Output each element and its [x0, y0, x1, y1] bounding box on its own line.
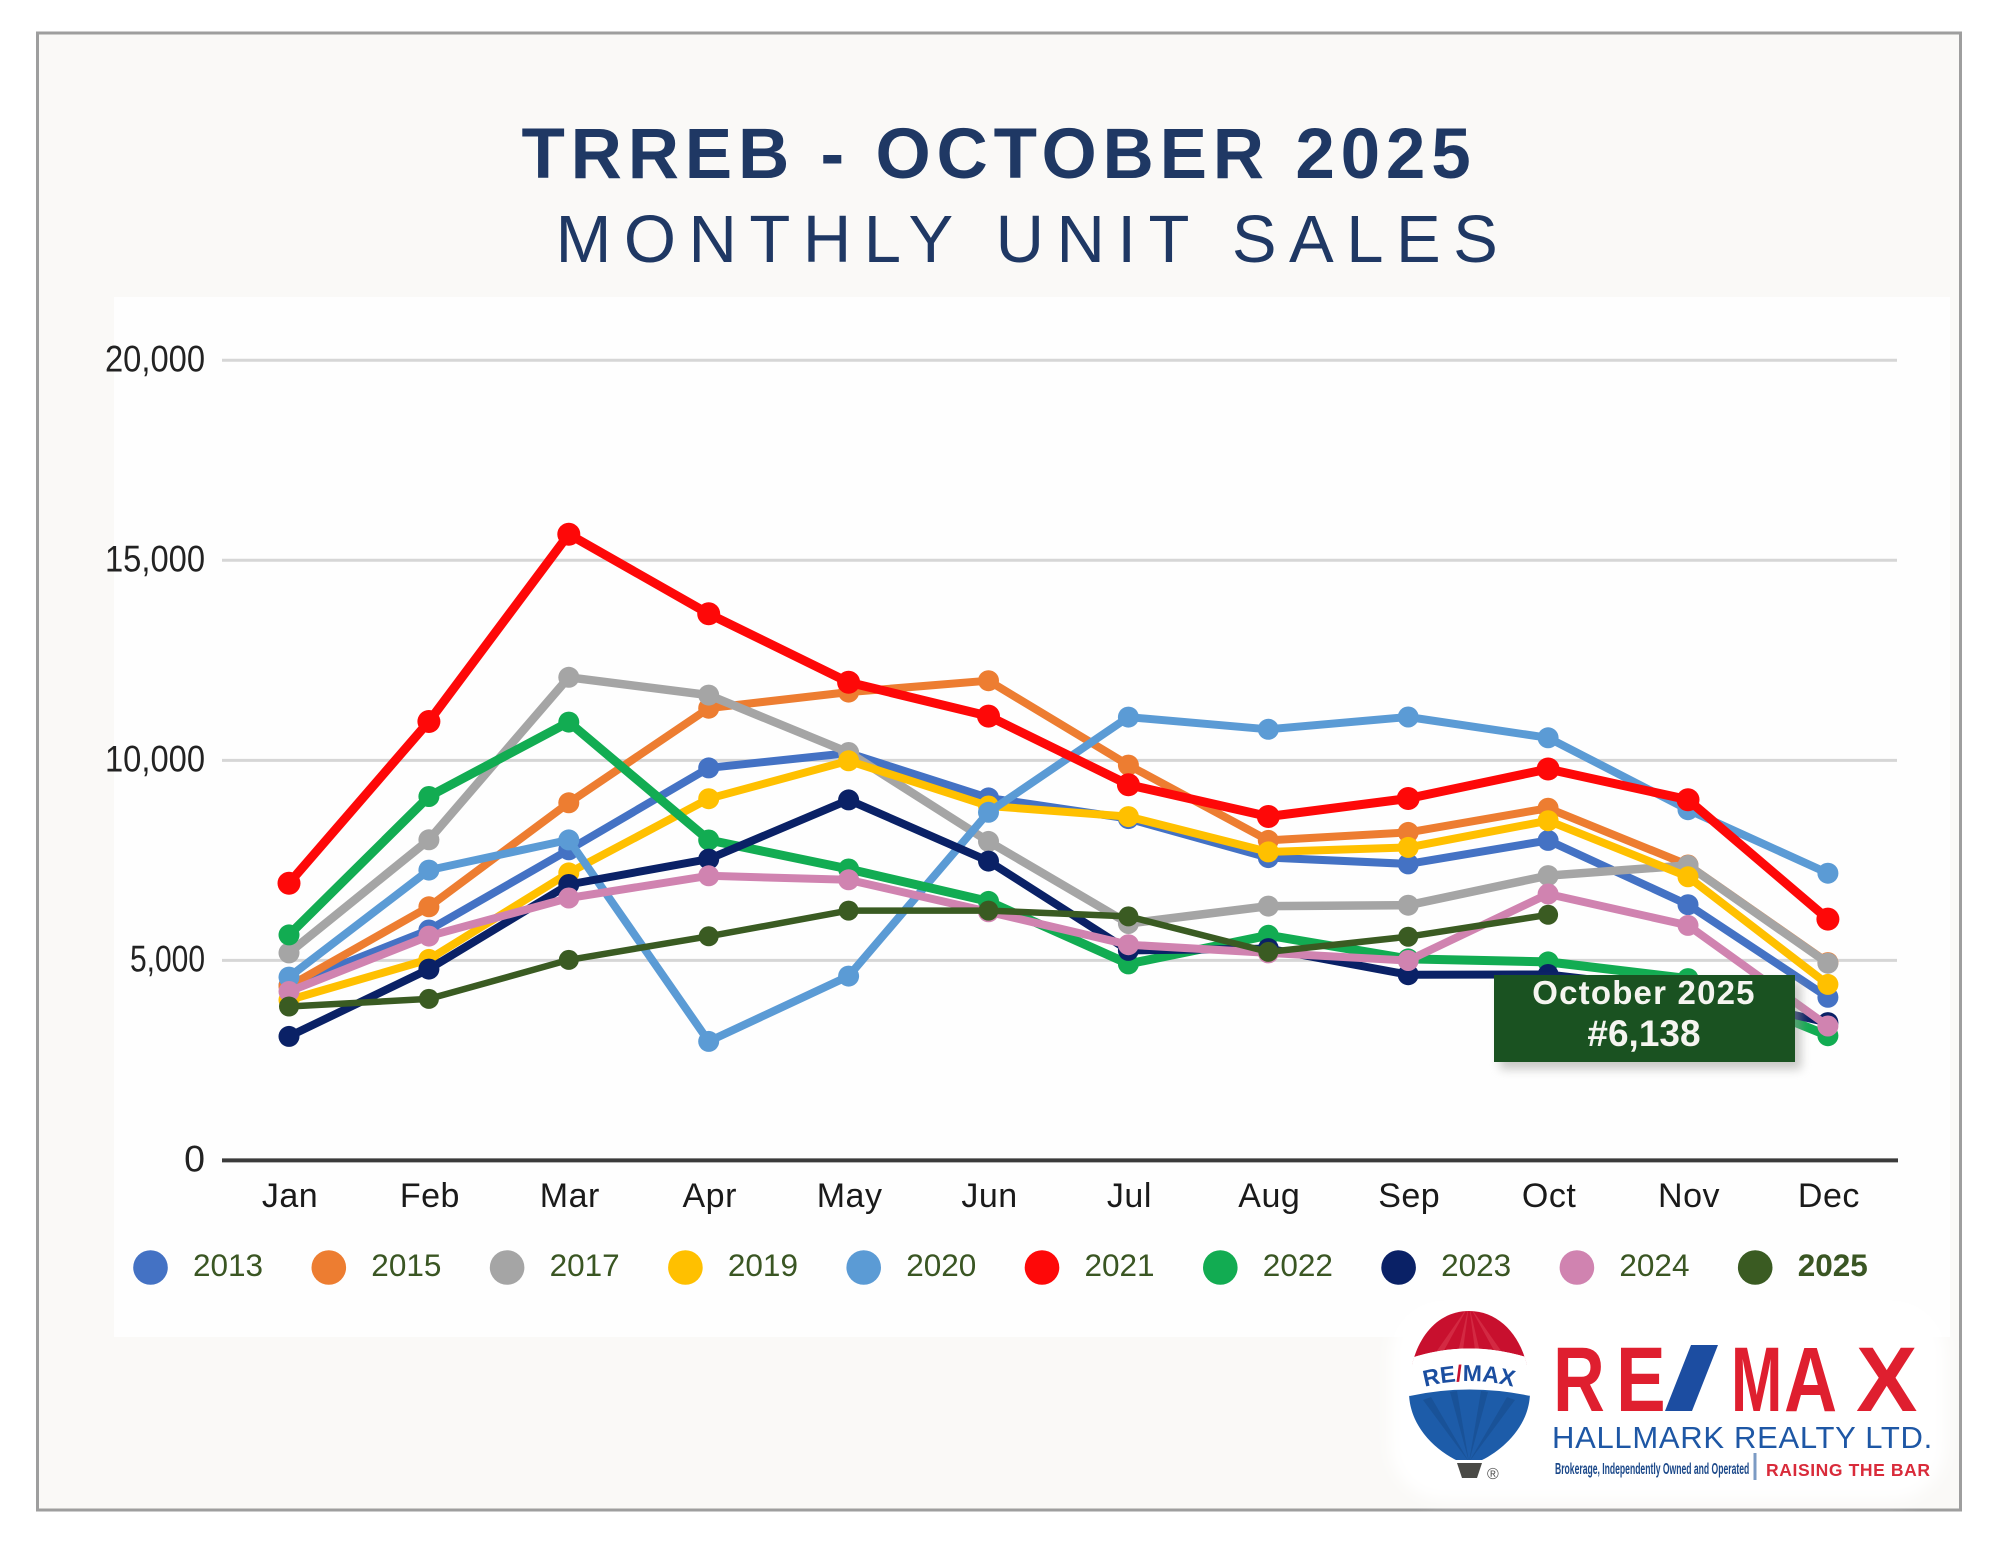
- svg-text:Feb: Feb: [400, 1177, 460, 1215]
- svg-text:A: A: [1784, 1328, 1837, 1431]
- svg-text:2025: 2025: [1798, 1247, 1868, 1283]
- svg-text:2022: 2022: [1263, 1247, 1333, 1283]
- svg-text:May: May: [817, 1177, 883, 1215]
- svg-text:October 2025: October 2025: [1532, 974, 1756, 1011]
- svg-text:Apr: Apr: [682, 1177, 736, 1215]
- svg-text:Jan: Jan: [262, 1177, 318, 1215]
- svg-text:5,000: 5,000: [130, 938, 205, 980]
- svg-text:Aug: Aug: [1238, 1177, 1300, 1215]
- svg-text:Nov: Nov: [1658, 1177, 1720, 1215]
- svg-text:RAISING THE BAR: RAISING THE BAR: [1766, 1460, 1931, 1480]
- svg-text:2017: 2017: [550, 1247, 620, 1283]
- svg-text:2013: 2013: [193, 1247, 263, 1283]
- svg-text:2015: 2015: [371, 1247, 441, 1283]
- svg-text:Jun: Jun: [961, 1177, 1017, 1215]
- svg-text:HALLMARK REALTY LTD.: HALLMARK REALTY LTD.: [1552, 1420, 1933, 1455]
- svg-text:Sep: Sep: [1378, 1177, 1440, 1215]
- svg-text:2023: 2023: [1441, 1247, 1511, 1283]
- svg-text:0: 0: [184, 1138, 205, 1180]
- svg-text:Dec: Dec: [1798, 1177, 1860, 1215]
- svg-text:E: E: [1616, 1327, 1666, 1430]
- svg-text:Jul: Jul: [1107, 1177, 1152, 1215]
- svg-text:15,000: 15,000: [105, 538, 205, 580]
- svg-text:2021: 2021: [1085, 1247, 1155, 1283]
- svg-text:2019: 2019: [728, 1247, 798, 1283]
- svg-text:Mar: Mar: [540, 1177, 600, 1215]
- svg-text:X: X: [1856, 1329, 1917, 1431]
- svg-text:TRREB - OCTOBER 2025: TRREB - OCTOBER 2025: [521, 115, 1476, 194]
- svg-text:#6,138: #6,138: [1587, 1013, 1700, 1054]
- svg-text:10,000: 10,000: [105, 738, 205, 780]
- svg-text:MONTHLY UNIT SALES: MONTHLY UNIT SALES: [556, 202, 1511, 277]
- svg-text:Brokerage, Independently Owned: Brokerage, Independently Owned and Opera…: [1555, 1460, 1749, 1477]
- svg-text:2020: 2020: [906, 1247, 976, 1283]
- svg-text:2024: 2024: [1619, 1247, 1689, 1283]
- svg-text:M: M: [1731, 1328, 1782, 1431]
- svg-text:®: ®: [1487, 1466, 1499, 1483]
- svg-text:Oct: Oct: [1522, 1177, 1576, 1215]
- svg-text:R: R: [1553, 1328, 1605, 1431]
- svg-text:20,000: 20,000: [105, 338, 205, 380]
